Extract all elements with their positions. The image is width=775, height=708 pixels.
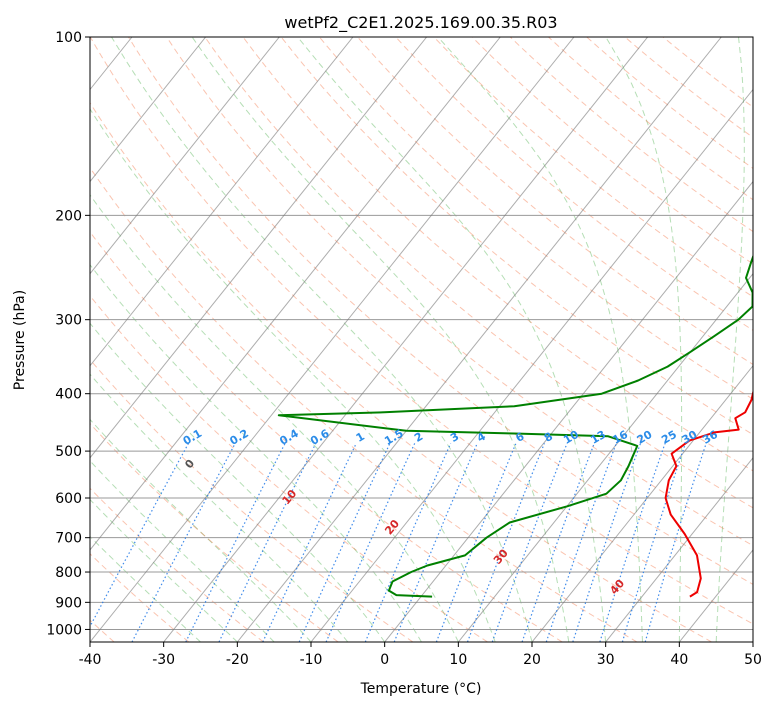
moist-adiabat-0	[90, 535, 201, 642]
y-tick-label: 900	[55, 595, 82, 611]
mixing-ratio-line-2	[185, 443, 286, 642]
dry-adiabat-70	[166, 37, 753, 547]
plot-background	[90, 37, 753, 642]
moist-adiabat-3	[90, 418, 312, 642]
plot-frame	[89, 36, 754, 643]
dry-adiabat-140	[433, 37, 753, 298]
isotherm--80	[90, 37, 280, 275]
mixing-ratio-line-0	[90, 443, 190, 628]
isotherm--30	[163, 37, 649, 642]
mixing-ratio-line-10	[466, 443, 545, 642]
moist-adiabat-8	[90, 108, 496, 642]
isotherm--10	[310, 88, 753, 642]
y-tick-label: 300	[55, 313, 82, 329]
moist-adiabat-11	[297, 37, 607, 642]
moist-adiabat-9	[111, 37, 533, 642]
mixing-ratio-line-11	[491, 443, 568, 642]
x-tick-label: -20	[226, 652, 249, 668]
dry-adiabat-100	[280, 37, 753, 436]
isotherm-0	[384, 180, 753, 642]
dry-adiabat-150	[471, 37, 753, 265]
y-tick-label: 400	[55, 387, 82, 403]
dry-adiabat-10	[90, 294, 488, 642]
dry-adiabat-30	[90, 166, 638, 642]
y-tick-label: 700	[55, 531, 82, 547]
y-tick-label: 600	[55, 491, 82, 507]
moist-adiabat-5	[90, 322, 386, 642]
temperature-profile-line	[664, 388, 753, 598]
dry-adiabat--10	[90, 422, 339, 642]
x-axis-label: Temperature (°C)	[360, 681, 482, 697]
x-tick-label: 20	[523, 652, 541, 668]
mixing-ratio-line-12	[521, 443, 595, 642]
moist-adiabat-12	[437, 37, 643, 642]
mixing-ratio-line-15	[599, 443, 666, 642]
y-tick-label: 1000	[46, 622, 82, 638]
x-tick-label: 40	[670, 652, 688, 668]
mixing-ratio-line-5	[298, 443, 391, 642]
y-tick-label: 100	[55, 30, 82, 46]
isotherm--90	[90, 37, 207, 183]
moist-adiabat-2	[90, 460, 275, 642]
x-tick-label: 50	[744, 652, 762, 668]
isotherm--70	[90, 37, 354, 367]
dry-adiabat-110	[319, 37, 753, 400]
mixing-ratio-line-4	[262, 443, 357, 642]
chart-series	[277, 253, 753, 598]
moist-adiabat-1	[90, 498, 238, 642]
y-tick-label: 800	[55, 565, 82, 581]
moist-adiabat-10	[191, 37, 570, 642]
isotherm--60	[90, 37, 428, 459]
moist-adiabat-13	[605, 37, 683, 642]
isotherm--40	[90, 37, 575, 642]
y-tick-label: 200	[55, 208, 82, 224]
x-tick-label: -40	[79, 652, 102, 668]
chart-axes-ticks: -40 -30 -20 -10 0 10 20 30 40 50 100 200 300 400 500 60…	[46, 30, 762, 668]
y-tick-label: 500	[55, 444, 82, 460]
mixing-ratio-line-6	[325, 443, 416, 642]
y-axis-label: Pressure (hPa)	[12, 290, 28, 390]
dewpoint-profile-line	[277, 253, 753, 598]
x-tick-label: -30	[152, 652, 175, 668]
x-tick-label: -10	[300, 652, 323, 668]
x-tick-label: 0	[380, 652, 389, 668]
isotherm-20	[531, 364, 753, 642]
isotherm-30	[605, 457, 753, 642]
x-tick-label: 10	[449, 652, 467, 668]
chart-title: wetPf2_C2E1.2025.169.00.35.R03	[284, 13, 557, 33]
mixing-ratio-line-3	[218, 443, 317, 642]
x-tick-label: 30	[597, 652, 615, 668]
mixing-ratio-line-13	[545, 443, 617, 642]
dry-adiabat-130	[395, 37, 753, 331]
chart-grid	[90, 37, 753, 642]
mixing-ratio-line-1	[131, 443, 236, 642]
mixing-ratio-line-17	[644, 443, 707, 642]
mixing-ratio-line-14	[572, 443, 642, 642]
dry-adiabat-90	[242, 37, 753, 472]
moist-adiabat-6	[90, 263, 422, 642]
isotherm--20	[236, 37, 722, 642]
isotherm-10	[457, 272, 753, 642]
isotherm--50	[90, 37, 501, 551]
dry-adiabat-50	[90, 37, 753, 625]
dry-adiabat-20	[90, 231, 563, 642]
dry-adiabat-80	[204, 37, 753, 509]
moist-adiabat-14	[715, 37, 745, 642]
mixing-ratio-line-7	[364, 443, 452, 642]
moist-adiabat-4	[90, 373, 349, 642]
dry-adiabat-40	[90, 101, 712, 642]
